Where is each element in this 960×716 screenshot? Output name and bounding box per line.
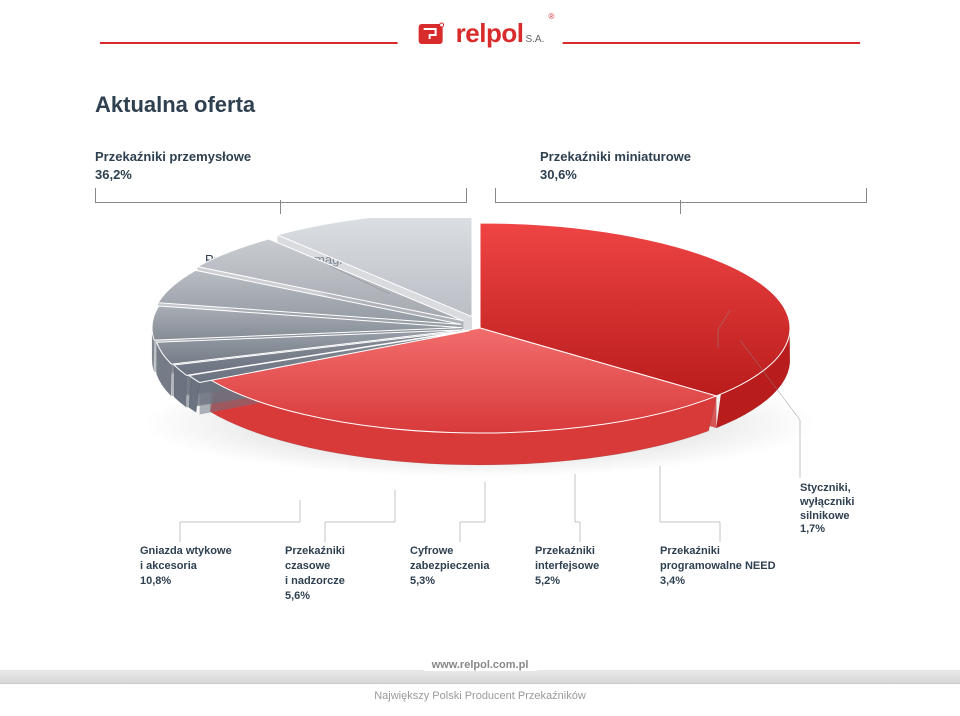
logo-wordmark: relpol: [456, 18, 524, 48]
logo-text: relpolS.A. ®: [456, 18, 545, 49]
bottom-entry-pct: 5,2%: [535, 574, 599, 589]
bottom-entry-line: interfejsowe: [535, 559, 599, 574]
pie-chart: [140, 218, 820, 478]
bottom-entry-line: Przekaźniki: [285, 544, 345, 559]
bottom-entry-pct: 10,8%: [140, 574, 232, 589]
bracket-right-icon: [495, 188, 867, 203]
callout-rs-pct: 1,7%: [800, 523, 854, 537]
logo: relpolS.A. ®: [398, 18, 563, 49]
bottom-entry: Cyfrowezabezpieczenia5,3%: [410, 544, 489, 589]
bottom-entry-line: Przekaźniki: [535, 544, 599, 559]
footer-url: www.relpol.com.pl: [424, 659, 537, 671]
page-title: Aktualna oferta: [95, 92, 255, 118]
bottom-entry-pct: 5,6%: [285, 589, 345, 604]
footer-tagline: Największy Polski Producent Przekaźników: [374, 690, 586, 702]
bottom-entry: Przekaźnikiczasowei nadzorcze5,6%: [285, 544, 345, 603]
bracket-left-tail: [280, 200, 281, 214]
logo-mark-icon: [416, 19, 450, 49]
bottom-entry-line: Gniazda wtykowe: [140, 544, 232, 559]
bracket-left-icon: [95, 188, 467, 203]
group-left-pct: 36,2%: [95, 166, 251, 184]
bracket-right-tail: [680, 200, 681, 214]
bottom-entry: Przekaźnikiinterfejsowe5,2%: [535, 544, 599, 589]
logo-suffix: S.A.: [525, 34, 544, 45]
bottom-entry: Gniazda wtykowei akcesoria10,8%: [140, 544, 232, 589]
group-left-label: Przekaźniki przemysłowe 36,2%: [95, 148, 251, 183]
bottom-entry-line: Przekaźniki: [660, 544, 776, 559]
bottom-entry-pct: 3,4%: [660, 574, 776, 589]
bottom-entry-line: i nadzorcze: [285, 574, 345, 589]
bottom-entry-pct: 5,3%: [410, 574, 489, 589]
registered-icon: ®: [548, 12, 554, 21]
bottom-entry-line: zabezpieczenia: [410, 559, 489, 574]
callout-rs-l3: silnikowe: [800, 510, 854, 524]
pie-svg: [140, 218, 820, 498]
bottom-entry-line: i akcesoria: [140, 559, 232, 574]
bottom-entry-line: czasowe: [285, 559, 345, 574]
group-right-pct: 30,6%: [540, 166, 691, 184]
group-right-name: Przekaźniki miniaturowe: [540, 149, 691, 164]
footer-bar: [0, 670, 960, 684]
group-left-name: Przekaźniki przemysłowe: [95, 149, 251, 164]
bottom-entry-line: Cyfrowe: [410, 544, 489, 559]
bottom-entry: Przekaźnikiprogramowalne NEED3,4%: [660, 544, 776, 589]
bottom-entry-line: programowalne NEED: [660, 559, 776, 574]
group-right-label: Przekaźniki miniaturowe 30,6%: [540, 148, 691, 183]
